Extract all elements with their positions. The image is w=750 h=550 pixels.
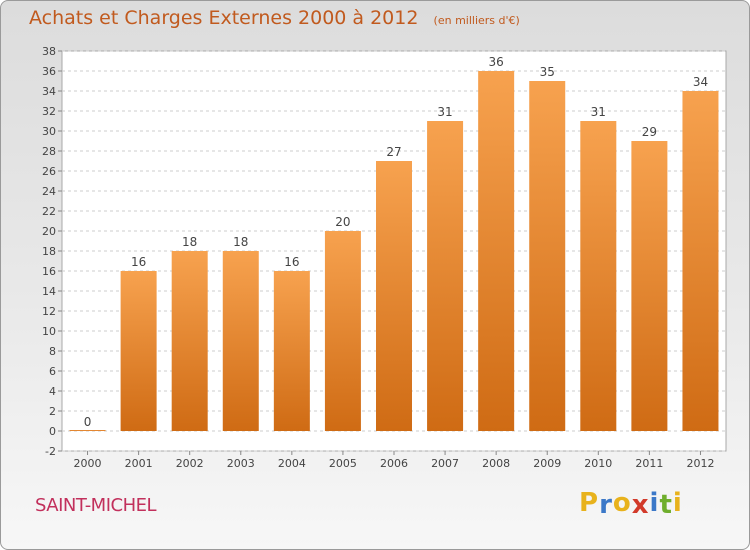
logo-letter: x (631, 490, 650, 520)
y-tick-label: 0 (49, 425, 56, 438)
y-tick-label: 26 (42, 165, 56, 178)
y-tick-label: 14 (42, 285, 56, 298)
title-block: Achats et Charges Externes 2000 à 2012 (… (29, 7, 520, 29)
x-tick-label-2011: 2011 (635, 457, 663, 470)
logo-letter: i (672, 488, 683, 518)
chart-title: Achats et Charges Externes 2000 à 2012 (29, 7, 419, 29)
x-tick-label-2010: 2010 (584, 457, 612, 470)
y-tick-label: 6 (49, 365, 56, 378)
x-tick-label-2009: 2009 (533, 457, 561, 470)
x-axis-ticks: 2000 2001 2002 2003 2004 2005 2006 2007 2008 2009… (74, 451, 714, 470)
x-tick-label-2004: 2004 (278, 457, 306, 470)
data-label-2010: 31 (591, 105, 606, 119)
y-tick-label: 16 (42, 265, 56, 278)
data-label-2007: 31 (437, 105, 452, 119)
x-tick-label-2002: 2002 (176, 457, 204, 470)
chart-subtitle: (en milliers d'€) (433, 14, 520, 27)
bar-2010 (580, 121, 617, 431)
data-label-2001: 16 (131, 255, 146, 269)
data-label-2005: 20 (335, 215, 350, 229)
y-tick-label: 2 (49, 405, 56, 418)
y-tick-label: 32 (42, 105, 56, 118)
y-tick-label: 38 (42, 45, 56, 58)
data-label-2004: 16 (284, 255, 299, 269)
bars (69, 71, 719, 431)
data-label-2008: 36 (489, 55, 504, 69)
logo-letter: i (649, 488, 660, 518)
x-tick-label-2000: 2000 (74, 457, 102, 470)
y-tick-label: 10 (42, 325, 56, 338)
data-label-2011: 29 (642, 125, 657, 139)
y-tick-label: 24 (42, 185, 56, 198)
y-tick-label: 18 (42, 245, 56, 258)
x-tick-label-2001: 2001 (125, 457, 153, 470)
proxiti-logo[interactable]: Proxiti (579, 488, 683, 520)
data-label-2003: 18 (233, 235, 248, 249)
bar-2002 (171, 251, 208, 431)
bar-2006 (376, 161, 412, 431)
y-tick-label: -2 (45, 445, 56, 458)
bar-2001 (120, 271, 157, 431)
x-tick-label-2012: 2012 (686, 457, 714, 470)
bar-2008 (478, 71, 515, 431)
y-tick-label: 20 (42, 225, 56, 238)
y-tick-label: 36 (42, 65, 56, 78)
logo-letter: r (599, 490, 613, 520)
x-tick-label-2007: 2007 (431, 457, 459, 470)
y-tick-label: 4 (49, 385, 56, 398)
y-tick-label: 30 (42, 125, 56, 138)
bar-2011 (631, 141, 668, 431)
bar-2005 (324, 231, 361, 431)
data-label-2002: 18 (182, 235, 197, 249)
bar-2007 (427, 121, 464, 431)
logo-letter: P (579, 488, 600, 518)
y-tick-label: 34 (42, 85, 56, 98)
town-name: SAINT-MICHEL (35, 495, 157, 516)
bar-2012 (682, 91, 719, 431)
data-label-2012: 34 (693, 75, 708, 89)
data-label-2000: 0 (84, 415, 92, 429)
bar-2009 (529, 81, 566, 431)
bar-2000 (69, 430, 106, 431)
y-tick-label: 8 (49, 345, 56, 358)
x-tick-label-2003: 2003 (227, 457, 255, 470)
x-tick-label-2008: 2008 (482, 457, 510, 470)
y-tick-label: 28 (42, 145, 56, 158)
x-tick-label-2006: 2006 (380, 457, 408, 470)
y-tick-label: 12 (42, 305, 56, 318)
logo-letter: o (612, 488, 632, 518)
data-label-2009: 35 (540, 65, 555, 79)
bar-2004 (273, 271, 310, 431)
y-tick-label: 22 (42, 205, 56, 218)
logo-letter: t (659, 490, 673, 520)
data-labels: 0 16 18 18 16 20 27 31 36 35 31 29 34 (84, 55, 708, 429)
data-label-2006: 27 (386, 145, 401, 159)
bar-2003 (222, 251, 259, 431)
x-tick-label-2005: 2005 (329, 457, 357, 470)
